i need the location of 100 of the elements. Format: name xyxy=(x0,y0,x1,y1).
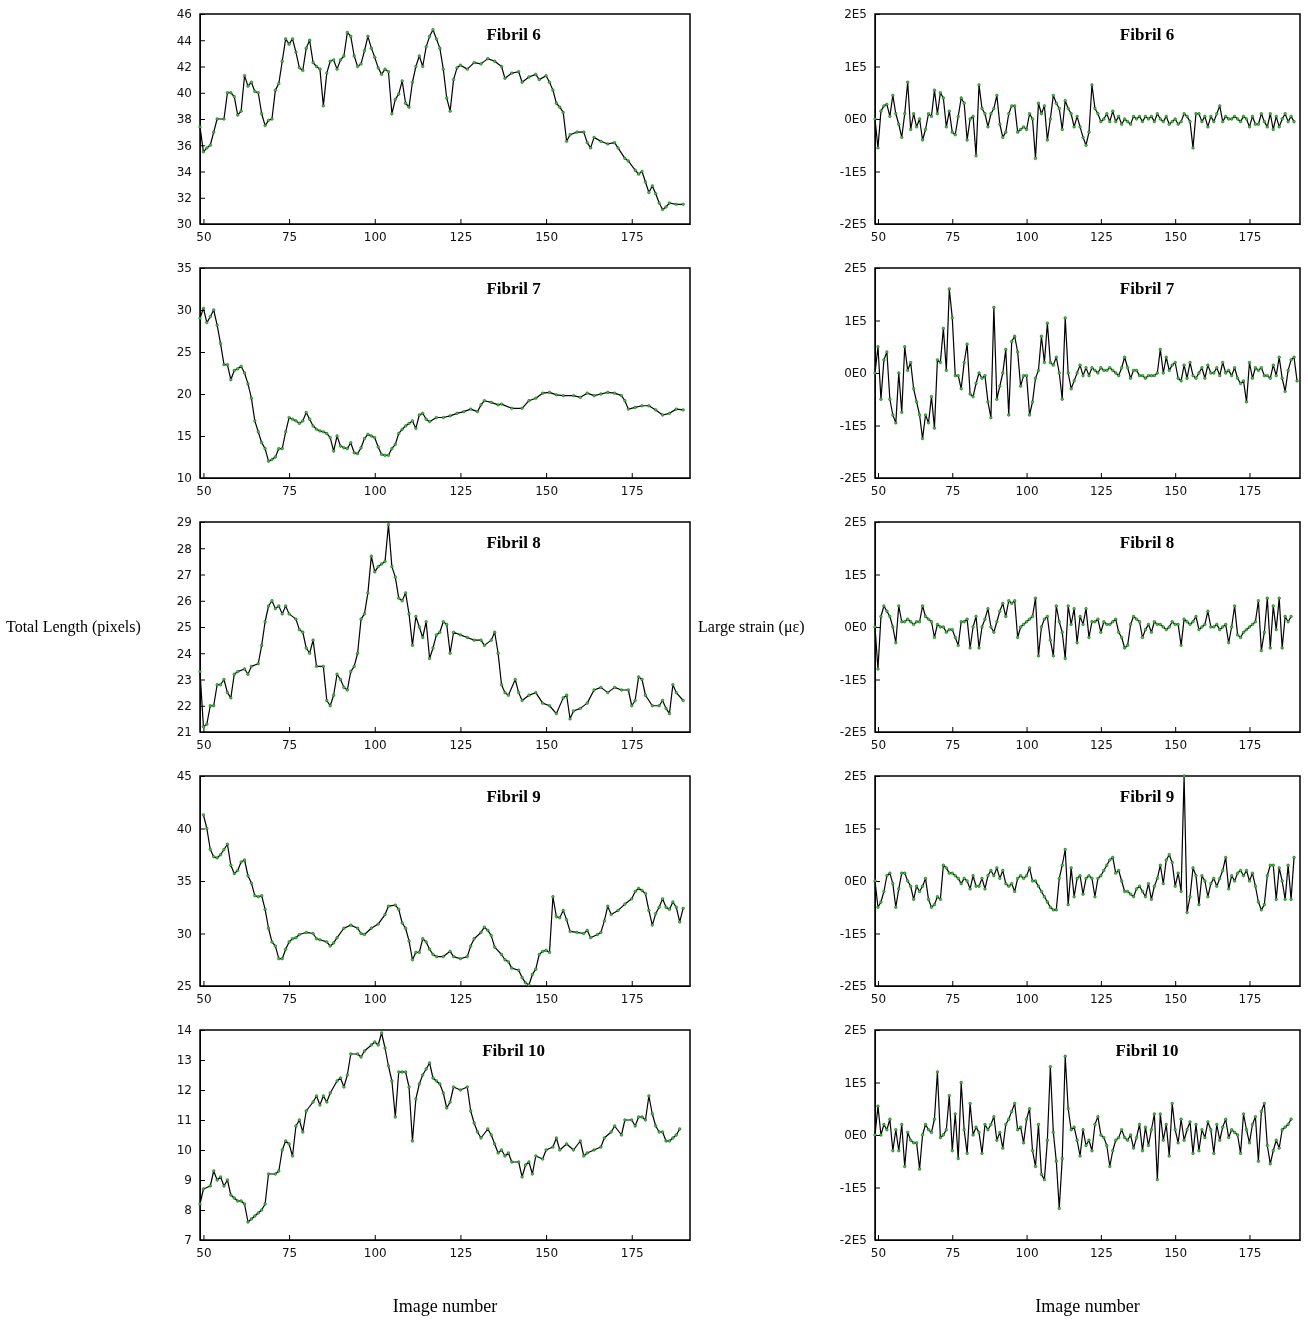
x-tick-label: 150 xyxy=(535,991,559,1006)
y-tick-label: 30 xyxy=(176,926,192,941)
y-tick-label: 7 xyxy=(184,1233,192,1248)
y-tick-label: 24 xyxy=(176,646,192,661)
x-tick-label: 100 xyxy=(363,1245,387,1260)
y-tick-label: 28 xyxy=(176,541,192,556)
y-tick-label: 46 xyxy=(176,7,192,22)
y-tick-label: 10 xyxy=(176,1143,192,1158)
y-tick-label: 30 xyxy=(176,217,192,232)
x-tick-label: 150 xyxy=(535,483,559,498)
x-tick-label: 125 xyxy=(1089,991,1113,1006)
y-tick-label: -2E5 xyxy=(839,1233,867,1248)
y-tick-label: 40 xyxy=(176,821,192,836)
x-tick-label: 125 xyxy=(449,737,473,752)
text: Fibril 9 xyxy=(1119,787,1175,806)
x-tick-label: 75 xyxy=(945,229,961,244)
text: Fibril 8 xyxy=(486,533,541,552)
x-tick-label: 50 xyxy=(870,483,887,498)
y-tick-label: 8 xyxy=(184,1203,192,1218)
x-tick-label: 175 xyxy=(1238,991,1262,1006)
y-tick-label: -1E5 xyxy=(839,926,867,941)
y-tick-label: 32 xyxy=(176,191,192,206)
x-tick-label: 100 xyxy=(1015,991,1039,1006)
y-tick-label: 0E0 xyxy=(844,366,867,381)
y-tick-label: 15 xyxy=(176,429,192,444)
y-tick-label: -2E5 xyxy=(839,471,867,486)
y-tick-label: 35 xyxy=(176,874,192,889)
y-tick-label: 45 xyxy=(176,769,192,784)
x-tick-label: 125 xyxy=(449,991,473,1006)
y-tick-label: 21 xyxy=(176,725,192,740)
y-tick-label: 1E5 xyxy=(844,567,867,582)
text: Fibril 10 xyxy=(482,1041,546,1060)
x-tick-label: 125 xyxy=(1089,737,1113,752)
x-tick-label: 50 xyxy=(196,483,212,498)
y-tick-label: 26 xyxy=(176,594,192,609)
y-tick-label: 9 xyxy=(184,1173,192,1188)
y-tick-label: 12 xyxy=(176,1083,192,1098)
x-tick-label: 150 xyxy=(1164,229,1188,244)
y-tick-label: 2E5 xyxy=(844,7,867,22)
y-tick-label: 25 xyxy=(176,620,192,635)
x-tick-label: 100 xyxy=(1015,483,1039,498)
x-tick-label: 175 xyxy=(620,229,644,244)
x-tick-label: 125 xyxy=(449,1245,473,1260)
x-tick-label: 50 xyxy=(196,1245,212,1260)
x-axis-title: Image number xyxy=(392,1296,498,1316)
x-tick-label: 75 xyxy=(945,991,961,1006)
x-tick-label: 75 xyxy=(281,737,298,752)
text: Fibril 6 xyxy=(1119,25,1175,44)
y-tick-label: 0E0 xyxy=(844,112,867,127)
y-tick-label: 11 xyxy=(176,1113,192,1128)
y-tick-label: 0E0 xyxy=(844,1128,867,1143)
x-tick-label: 50 xyxy=(196,737,212,752)
y-tick-label: 14 xyxy=(176,1023,192,1038)
y-tick-label: 2E5 xyxy=(844,261,867,276)
x-tick-label: 100 xyxy=(1015,1245,1039,1260)
x-tick-label: 175 xyxy=(1238,483,1262,498)
x-tick-label: 175 xyxy=(620,737,644,752)
y-tick-label: 25 xyxy=(176,345,192,360)
x-tick-label: 150 xyxy=(1164,991,1188,1006)
x-tick-label: 175 xyxy=(1238,1245,1262,1260)
y-tick-label: 1E5 xyxy=(844,1075,867,1090)
text: Fibril 7 xyxy=(486,279,542,298)
y-tick-label: 40 xyxy=(176,86,192,101)
y-tick-label: 36 xyxy=(176,138,192,153)
y-tick-label: -1E5 xyxy=(839,672,867,687)
text: Fibril 9 xyxy=(486,787,541,806)
x-tick-label: 175 xyxy=(620,1245,644,1260)
y-tick-label: 27 xyxy=(176,567,192,582)
x-tick-label: 75 xyxy=(281,483,298,498)
x-tick-label: 175 xyxy=(620,991,644,1006)
y-tick-label: 35 xyxy=(176,261,192,276)
y-tick-label: 2E5 xyxy=(844,1023,867,1038)
x-tick-label: 50 xyxy=(870,1245,887,1260)
y-tick-label: -1E5 xyxy=(839,1180,867,1195)
y-tick-label: 0E0 xyxy=(844,874,867,889)
y-tick-label: 23 xyxy=(176,672,192,687)
y-tick-label: 25 xyxy=(176,979,192,994)
x-tick-label: 125 xyxy=(1089,229,1113,244)
x-tick-label: 75 xyxy=(281,229,298,244)
x-tick-label: 50 xyxy=(196,991,212,1006)
y-tick-label: 38 xyxy=(176,112,192,127)
x-tick-label: 175 xyxy=(620,483,644,498)
x-tick-label: 75 xyxy=(281,1245,298,1260)
y-tick-label: 0E0 xyxy=(844,620,867,635)
x-tick-label: 150 xyxy=(535,1245,559,1260)
x-tick-label: 50 xyxy=(870,737,887,752)
x-axis-title: Image number xyxy=(1035,1296,1140,1316)
x-tick-label: 150 xyxy=(535,229,559,244)
x-tick-label: 150 xyxy=(1164,483,1188,498)
x-tick-label: 150 xyxy=(1164,1245,1188,1260)
y-tick-label: 2E5 xyxy=(844,769,867,784)
text: Fibril 6 xyxy=(486,25,541,44)
y-tick-label: 13 xyxy=(176,1053,192,1068)
y-tick-label: 42 xyxy=(176,59,192,74)
x-tick-label: 100 xyxy=(1015,229,1039,244)
y-tick-label: 30 xyxy=(176,303,192,318)
y-tick-label: 20 xyxy=(176,387,192,402)
x-tick-label: 50 xyxy=(870,229,887,244)
y-tick-label: 10 xyxy=(176,471,192,486)
y-tick-label: 1E5 xyxy=(844,59,867,74)
